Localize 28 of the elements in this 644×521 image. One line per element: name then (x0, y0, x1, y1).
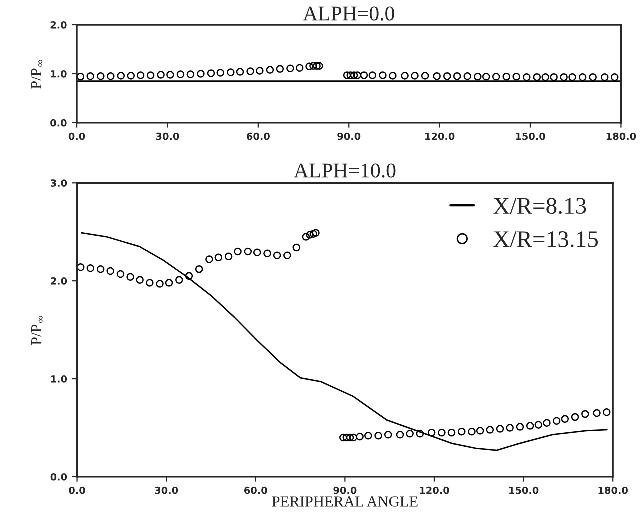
x-tick-label: 90.0 (338, 132, 361, 140)
x-tick-label: 150.0 (516, 132, 546, 140)
x-axis-title: PERIPHERAL ANGLE (272, 496, 418, 507)
y-tick-label: 1.0 (51, 376, 68, 383)
chart-title: ALPH=0.0 (303, 6, 394, 21)
x-tick-label: 180.0 (598, 486, 628, 494)
x-tick-label: 120.0 (426, 132, 455, 140)
y-tick-label: 0.0 (50, 473, 68, 481)
x-tick-label: 150.0 (510, 486, 539, 494)
x-tick-label: 0.0 (69, 486, 86, 494)
x-tick-label: 90.0 (334, 486, 357, 494)
x-tick-label: 30.0 (156, 132, 180, 140)
x-tick-label: 0.0 (68, 132, 86, 140)
y-tick-label: 3.0 (50, 180, 68, 187)
x-tick-label: 60.0 (247, 132, 270, 140)
x-tick-label: 60.0 (244, 486, 268, 494)
y-tick-label: 2.0 (50, 21, 67, 29)
legend-label: X/R=13.15 (494, 232, 598, 248)
chart-title: ALPH=10.0 (294, 164, 396, 178)
y-tick-label: 1.0 (51, 70, 67, 78)
x-tick-label: 120.0 (420, 486, 450, 494)
x-tick-label: 180.0 (606, 132, 636, 140)
legend-label: X/R=8.13 (494, 198, 586, 214)
y-tick-label: 2.0 (51, 278, 68, 285)
y-axis-title: P/P$_{∞}$ (31, 316, 43, 346)
x-tick-label: 30.0 (155, 486, 178, 494)
y-tick-label: 0.0 (50, 119, 67, 127)
y-axis-title: P/P$_{∞}$ (31, 60, 43, 89)
